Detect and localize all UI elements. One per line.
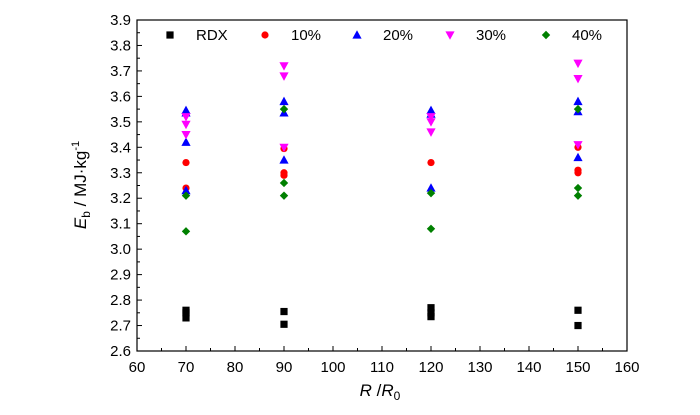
data-point-triangle-down — [181, 113, 191, 122]
data-point-diamond — [573, 191, 583, 200]
y-tick-label: 3.6 — [110, 88, 131, 105]
legend: RDX 10% 20% 30% 40% — [166, 27, 602, 44]
data-point-triangle-down — [573, 74, 583, 84]
data-point-diamond — [573, 104, 583, 114]
data-point-triangle-up — [181, 185, 191, 195]
data-point-diamond — [279, 104, 289, 114]
legend-label: RDX — [196, 27, 228, 44]
x-axis-title: R /R0 — [360, 381, 401, 403]
axis-titles: R /R0 Eb / MJ·kg-1 — [70, 141, 401, 403]
data-point-triangle-up — [279, 96, 289, 106]
y-tick-label: 2.7 — [110, 318, 131, 335]
data-point-square — [182, 314, 190, 322]
x-tick-label: 130 — [467, 359, 492, 376]
y-tick-label: 3.7 — [110, 63, 131, 80]
y-tick-label: 3.3 — [110, 165, 131, 182]
data-point-triangle-down — [573, 59, 583, 69]
legend-marker — [445, 31, 455, 40]
legend-marker — [261, 31, 269, 39]
x-tick-label: 80 — [227, 359, 244, 376]
data-point-triangle-up — [426, 183, 436, 192]
legend-label: 40% — [572, 27, 602, 44]
data-point-triangle-down — [279, 62, 289, 71]
data-point-diamond — [181, 191, 191, 200]
y-tick-label: 3.1 — [110, 216, 131, 233]
data-point-circle — [182, 158, 190, 167]
data-point-circle — [280, 169, 288, 177]
data-point-triangle-down — [279, 143, 289, 153]
data-point-square — [280, 320, 288, 328]
y-tick-label: 2.9 — [110, 267, 131, 284]
y-tick-label: 3.4 — [110, 139, 131, 156]
data-point-triangle-up — [573, 152, 583, 162]
data-point-triangle-down — [426, 118, 436, 127]
data-point-diamond — [279, 178, 289, 188]
data-point-square — [574, 306, 582, 314]
data-point-triangle-down — [573, 141, 583, 150]
y-tick-label: 3.2 — [110, 190, 131, 207]
data-point-square — [280, 307, 288, 316]
data-point-circle — [574, 166, 582, 174]
x-tick-label: 100 — [320, 359, 345, 376]
data-points — [181, 59, 583, 330]
data-point-triangle-up — [279, 155, 289, 164]
x-tick-label: 150 — [565, 359, 590, 376]
legend-label: 20% — [383, 27, 413, 44]
legend-marker — [541, 30, 551, 40]
data-point-triangle-down — [181, 120, 191, 130]
x-tick-label: 140 — [516, 359, 541, 376]
data-point-square — [574, 321, 582, 330]
data-point-triangle-up — [426, 105, 436, 114]
y-tick-label: 2.8 — [110, 292, 131, 309]
data-point-square — [182, 306, 190, 314]
data-point-square — [427, 304, 435, 312]
legend-marker — [352, 30, 362, 39]
data-point-triangle-up — [573, 96, 583, 106]
data-point-square — [427, 309, 435, 317]
data-point-diamond — [573, 183, 583, 193]
y-tick-label: 3.8 — [110, 37, 131, 54]
plot-frame — [136, 19, 628, 352]
legend-marker — [166, 31, 174, 39]
data-point-triangle-down — [181, 130, 191, 140]
x-tick-label: 110 — [370, 359, 394, 376]
x-tick-label: 70 — [178, 359, 195, 376]
x-tick-label: 60 — [129, 359, 146, 376]
legend-label: 10% — [291, 27, 321, 44]
data-point-triangle-up — [181, 105, 191, 114]
data-point-triangle-up — [181, 137, 191, 146]
y-tick-label: 3.9 — [110, 12, 131, 29]
data-point-diamond — [426, 188, 436, 198]
y-axis-title: Eb / MJ·kg-1 — [70, 141, 93, 229]
data-point-triangle-down — [426, 113, 436, 122]
y-tick-label: 3.0 — [110, 241, 131, 258]
y-axis: 2.6 2.7 2.8 2.9 3.0 3.1 3.2 3.3 3.4 3.5 3.6 3.7 3.8 3… — [110, 12, 142, 360]
data-point-square — [427, 313, 435, 321]
x-tick-label: 160 — [614, 359, 639, 376]
data-point-diamond — [279, 191, 289, 200]
data-point-circle — [427, 158, 435, 167]
x-tick-label: 90 — [276, 359, 293, 376]
legend-label: 30% — [476, 27, 506, 44]
y-tick-label: 2.6 — [110, 343, 131, 360]
y-tick-label: 3.5 — [110, 114, 131, 131]
data-point-diamond — [181, 227, 191, 236]
x-tick-label: 120 — [418, 359, 443, 376]
data-point-triangle-down — [426, 128, 436, 137]
data-point-triangle-down — [279, 72, 289, 81]
x-axis: 60 70 80 90 100 110 120 130 140 150 160 — [129, 346, 640, 376]
data-point-diamond — [426, 224, 436, 233]
